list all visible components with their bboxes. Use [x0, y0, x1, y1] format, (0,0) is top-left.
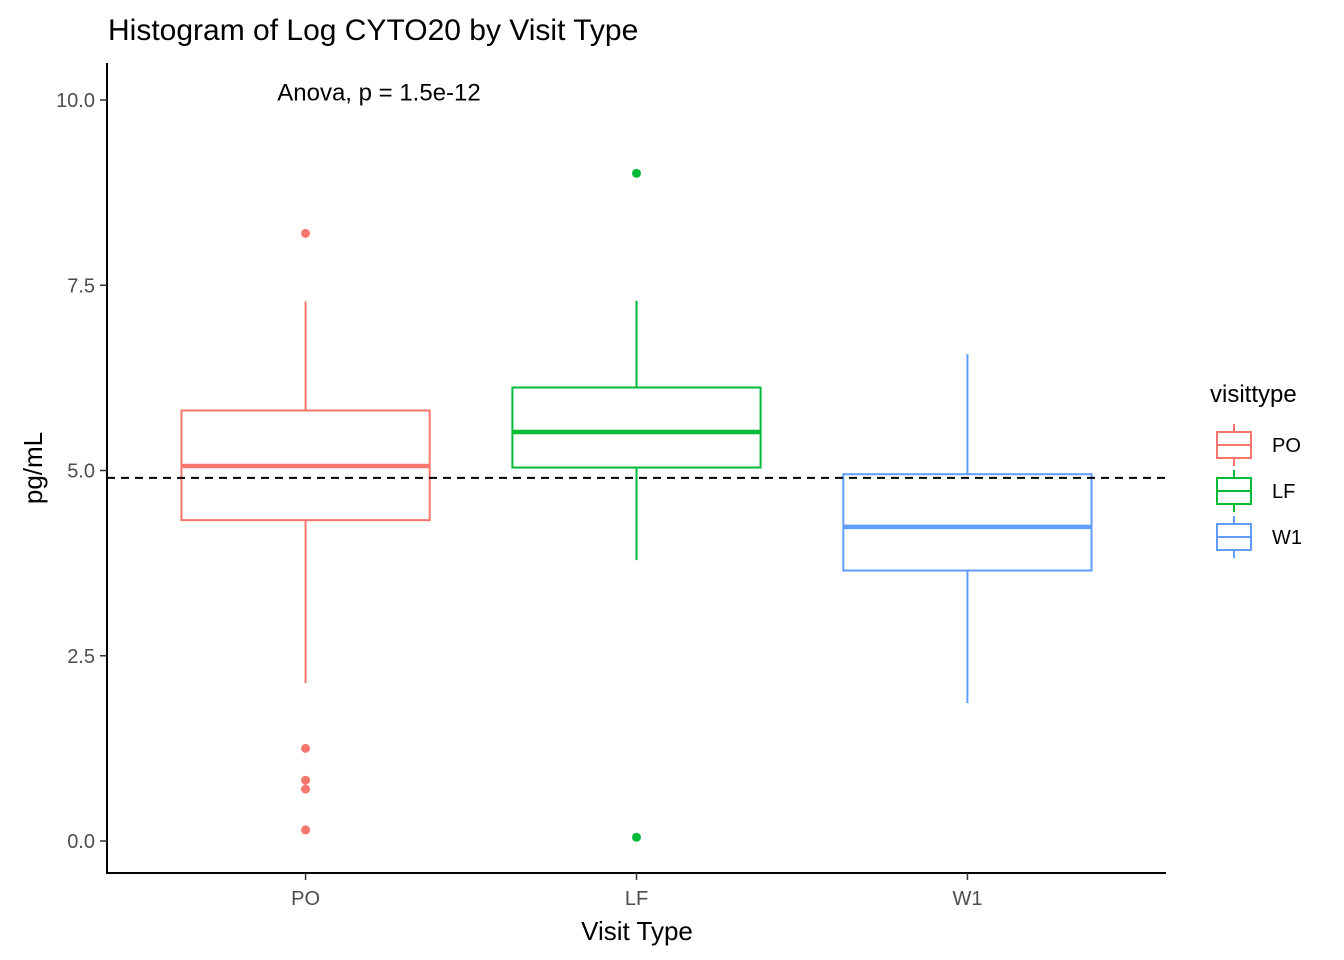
legend-label-w1: W1: [1272, 527, 1302, 549]
y-tick-label: 2.5: [67, 646, 95, 668]
x-axis-title: Visit Type: [581, 916, 693, 946]
outlier-point: [632, 832, 641, 842]
legend-title: visittype: [1210, 381, 1297, 408]
outlier-point: [301, 228, 311, 238]
x-axis-ticks: PO LF W1: [291, 873, 982, 910]
chart-title: Histogram of Log CYTO20 by Visit Type: [108, 14, 638, 47]
x-tick-label: LF: [625, 888, 648, 910]
y-tick-label: 0.0: [67, 831, 95, 853]
outlier-point: [301, 825, 311, 835]
anova-annotation: Anova, p = 1.5e-12: [277, 80, 480, 107]
box-group-po: [180, 228, 431, 835]
legend-label-po: PO: [1272, 435, 1301, 457]
legend-key-po: [1216, 424, 1252, 466]
legend: visittype PO LF W1: [1210, 381, 1302, 558]
x-tick-label: W1: [952, 888, 982, 910]
legend-key-w1: [1216, 516, 1252, 558]
plot-panel: [107, 168, 1166, 842]
outlier-point: [632, 168, 641, 178]
legend-key-lf: [1216, 470, 1252, 512]
box-iqr: [842, 473, 1093, 572]
y-axis-title: pg/mL: [18, 432, 48, 504]
y-axis-ticks: 0.0 2.5 5.0 7.5 10.0: [56, 90, 107, 853]
box-group-lf: [511, 168, 762, 842]
x-tick-label: PO: [291, 888, 320, 910]
box-iqr: [511, 386, 762, 469]
y-tick-label: 7.5: [67, 275, 95, 297]
y-tick-label: 10.0: [56, 90, 95, 112]
outlier-point: [301, 784, 311, 794]
outlier-point: [301, 743, 311, 753]
y-tick-label: 5.0: [67, 461, 95, 483]
box-group-w1: [842, 354, 1093, 704]
outlier-point: [301, 775, 311, 785]
legend-label-lf: LF: [1272, 481, 1295, 503]
